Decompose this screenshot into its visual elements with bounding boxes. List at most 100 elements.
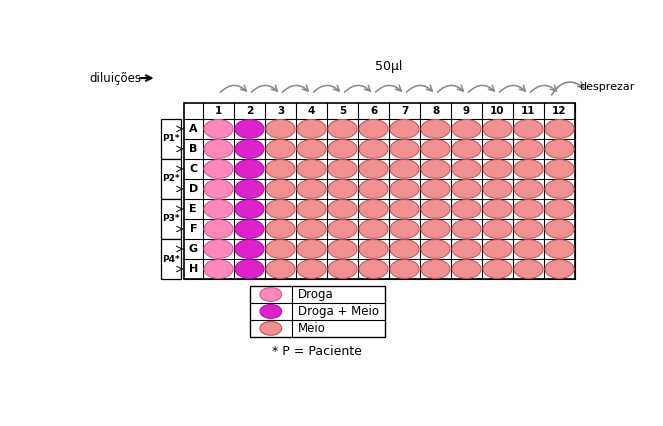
Ellipse shape xyxy=(297,179,326,199)
Ellipse shape xyxy=(421,219,450,239)
Ellipse shape xyxy=(204,159,233,178)
Text: 3: 3 xyxy=(277,106,284,116)
Ellipse shape xyxy=(235,239,264,259)
Text: P4*: P4* xyxy=(162,254,180,264)
Ellipse shape xyxy=(421,119,450,138)
Bar xyxy=(161,239,181,279)
Ellipse shape xyxy=(514,199,543,219)
Ellipse shape xyxy=(483,199,512,219)
Ellipse shape xyxy=(514,179,543,199)
Ellipse shape xyxy=(545,159,574,178)
Text: 2: 2 xyxy=(246,106,253,116)
Ellipse shape xyxy=(204,119,233,138)
Ellipse shape xyxy=(204,179,233,199)
Ellipse shape xyxy=(483,119,512,138)
Ellipse shape xyxy=(452,159,481,178)
Ellipse shape xyxy=(421,139,450,158)
Ellipse shape xyxy=(260,321,282,335)
Ellipse shape xyxy=(359,259,388,279)
Ellipse shape xyxy=(514,159,543,178)
Ellipse shape xyxy=(483,179,512,199)
Ellipse shape xyxy=(297,259,326,279)
Ellipse shape xyxy=(421,179,450,199)
Ellipse shape xyxy=(328,199,357,219)
Ellipse shape xyxy=(359,239,388,259)
Ellipse shape xyxy=(266,139,295,158)
Ellipse shape xyxy=(328,239,357,259)
Text: diluições: diluições xyxy=(89,72,141,85)
Text: Meio: Meio xyxy=(298,322,326,335)
Ellipse shape xyxy=(483,219,512,239)
Ellipse shape xyxy=(390,139,419,158)
Text: 10: 10 xyxy=(490,106,505,116)
Ellipse shape xyxy=(421,159,450,178)
Ellipse shape xyxy=(545,219,574,239)
Ellipse shape xyxy=(483,239,512,259)
Text: 1: 1 xyxy=(215,106,222,116)
Ellipse shape xyxy=(390,219,419,239)
Ellipse shape xyxy=(421,259,450,279)
Text: E: E xyxy=(190,204,197,214)
Ellipse shape xyxy=(266,199,295,219)
Ellipse shape xyxy=(297,159,326,178)
Ellipse shape xyxy=(514,119,543,138)
Ellipse shape xyxy=(328,219,357,239)
Ellipse shape xyxy=(452,139,481,158)
Ellipse shape xyxy=(452,259,481,279)
Text: F: F xyxy=(190,224,197,234)
Ellipse shape xyxy=(359,159,388,178)
Text: 5: 5 xyxy=(339,106,346,116)
Ellipse shape xyxy=(235,159,264,178)
Text: A: A xyxy=(189,124,198,134)
Bar xyxy=(249,286,385,337)
Ellipse shape xyxy=(235,139,264,158)
Text: P2*: P2* xyxy=(162,174,180,184)
Text: desprezar: desprezar xyxy=(579,81,634,92)
Ellipse shape xyxy=(390,159,419,178)
Ellipse shape xyxy=(452,219,481,239)
Ellipse shape xyxy=(483,159,512,178)
Text: H: H xyxy=(189,264,198,274)
Ellipse shape xyxy=(390,239,419,259)
Text: 4: 4 xyxy=(308,106,315,116)
Text: Droga: Droga xyxy=(298,288,334,301)
Text: D: D xyxy=(189,184,198,194)
Ellipse shape xyxy=(359,199,388,219)
Ellipse shape xyxy=(359,179,388,199)
Text: 7: 7 xyxy=(401,106,408,116)
Ellipse shape xyxy=(452,199,481,219)
Ellipse shape xyxy=(390,259,419,279)
Text: P1*: P1* xyxy=(162,134,180,144)
Ellipse shape xyxy=(545,199,574,219)
Ellipse shape xyxy=(514,219,543,239)
Ellipse shape xyxy=(359,139,388,158)
Ellipse shape xyxy=(514,259,543,279)
Ellipse shape xyxy=(297,239,326,259)
Text: 11: 11 xyxy=(521,106,536,116)
Ellipse shape xyxy=(328,179,357,199)
Ellipse shape xyxy=(483,259,512,279)
Ellipse shape xyxy=(266,159,295,178)
Ellipse shape xyxy=(545,119,574,138)
Ellipse shape xyxy=(297,199,326,219)
Text: 50μl: 50μl xyxy=(375,60,402,73)
Bar xyxy=(161,119,181,159)
Ellipse shape xyxy=(266,259,295,279)
Ellipse shape xyxy=(235,219,264,239)
Ellipse shape xyxy=(452,179,481,199)
Ellipse shape xyxy=(235,199,264,219)
Ellipse shape xyxy=(235,179,264,199)
Text: 6: 6 xyxy=(370,106,377,116)
Ellipse shape xyxy=(390,119,419,138)
Text: C: C xyxy=(189,164,198,174)
Ellipse shape xyxy=(514,139,543,158)
Ellipse shape xyxy=(452,239,481,259)
Ellipse shape xyxy=(545,259,574,279)
Ellipse shape xyxy=(390,199,419,219)
Text: 8: 8 xyxy=(432,106,439,116)
Ellipse shape xyxy=(266,239,295,259)
Ellipse shape xyxy=(452,119,481,138)
Ellipse shape xyxy=(266,179,295,199)
Text: G: G xyxy=(189,244,198,254)
Ellipse shape xyxy=(359,219,388,239)
